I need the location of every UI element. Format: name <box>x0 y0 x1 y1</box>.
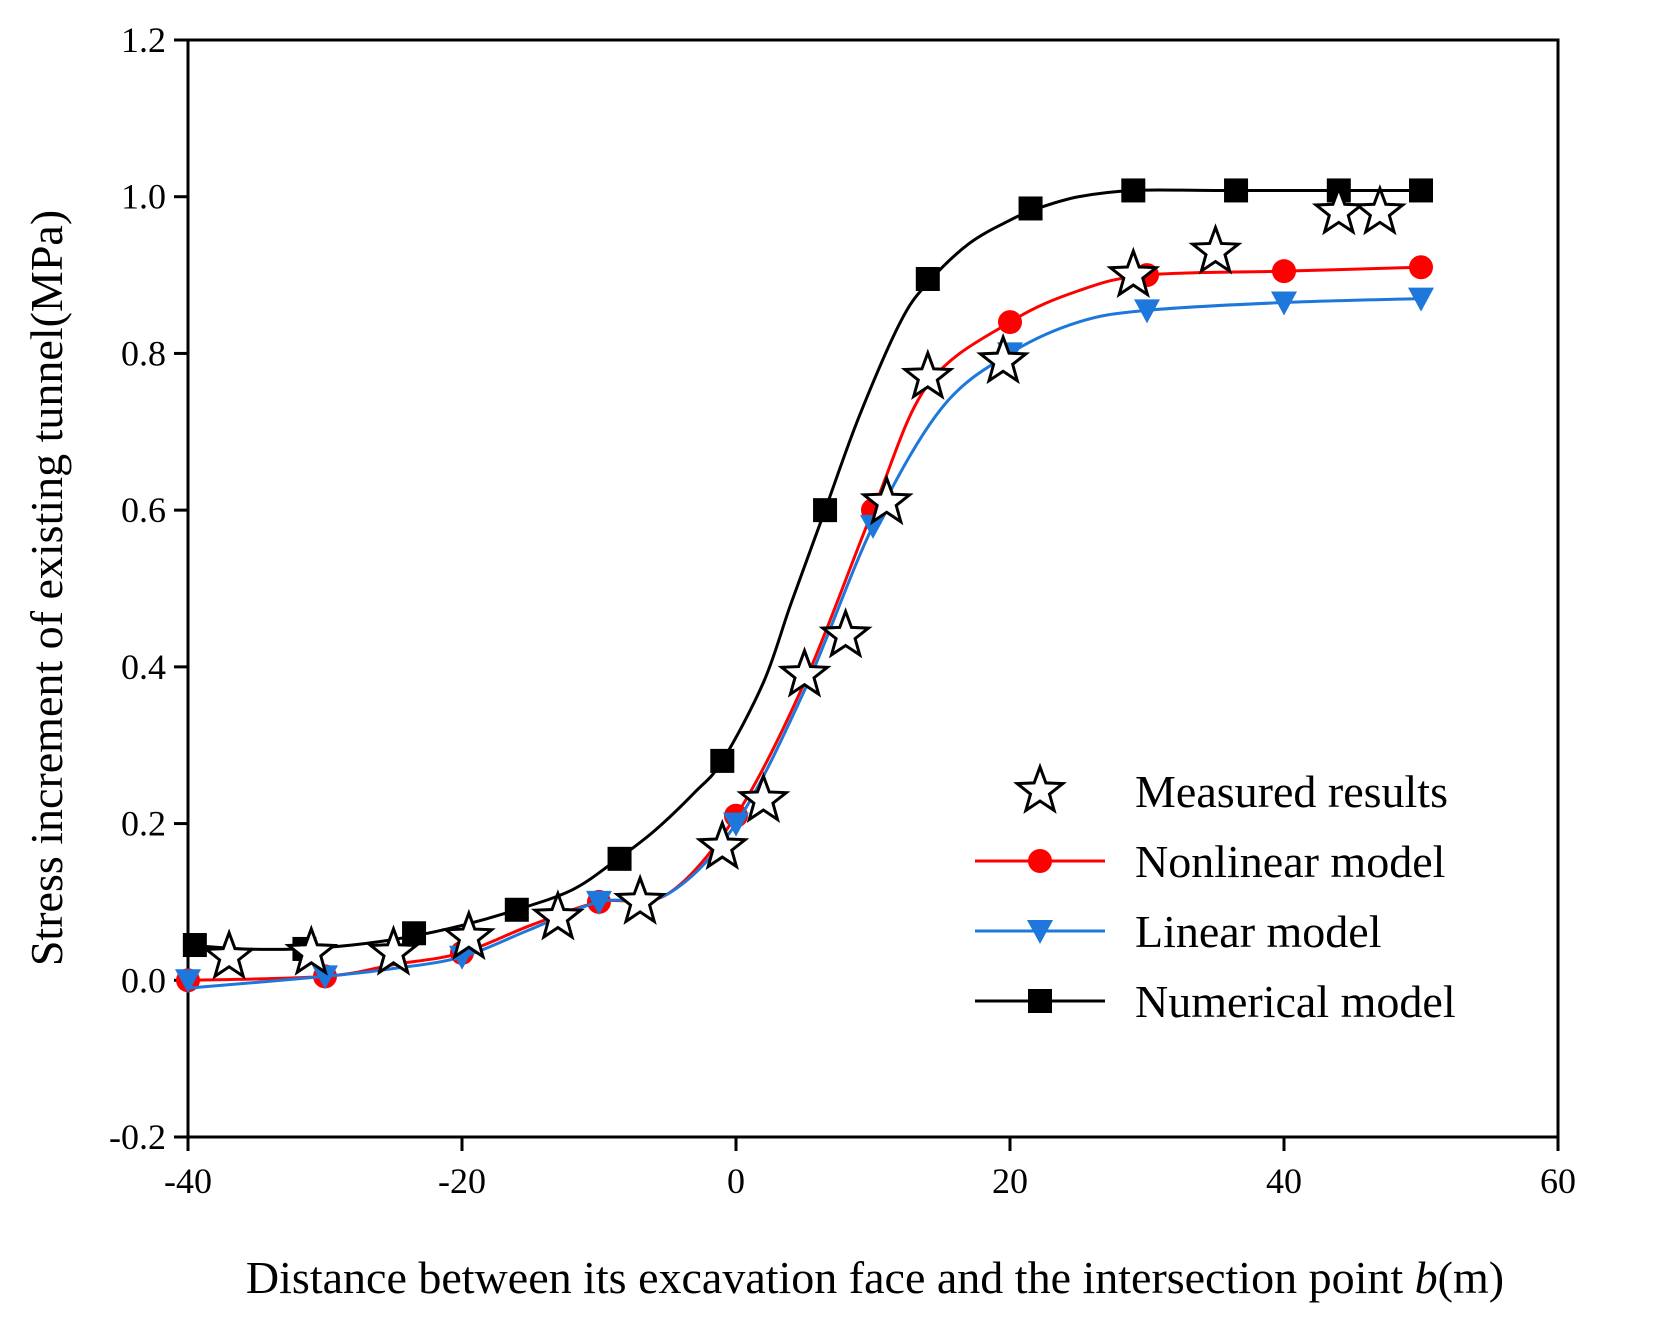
x-axis-title: Distance between its excavation face and… <box>246 1252 1504 1303</box>
x-axis-title-unit: (m) <box>1438 1252 1504 1303</box>
series-numerical-model <box>182 178 1433 961</box>
data-point <box>1121 178 1146 203</box>
legend-item: Nonlinear model <box>975 836 1445 887</box>
data-point <box>441 908 496 961</box>
x-tick-label: 20 <box>992 1161 1028 1201</box>
series-linear-model <box>175 287 1434 994</box>
y-tick-label: 0.0 <box>121 960 166 1000</box>
data-point <box>504 897 529 922</box>
data-point <box>777 646 832 698</box>
data-point <box>900 348 955 400</box>
series-line <box>187 188 1421 951</box>
y-tick-label: 1.2 <box>121 20 166 60</box>
x-axis-title-prefix: Distance between its excavation face and… <box>246 1252 1415 1303</box>
legend-label: Numerical model <box>1135 976 1456 1027</box>
data-point <box>695 818 750 870</box>
data-point <box>175 969 201 994</box>
data-point <box>1409 178 1433 203</box>
data-point <box>818 607 873 659</box>
x-tick-label: 0 <box>727 1161 745 1201</box>
x-axis: -40 -20 0 20 40 60 <box>164 1137 1576 1201</box>
data-point <box>813 498 838 523</box>
data-point <box>607 846 632 871</box>
y-tick-label: 0.8 <box>121 333 166 373</box>
data-point <box>1311 184 1366 236</box>
y-tick-label: 1.0 <box>121 177 166 217</box>
y-axis-title: Stress increment of existing tunnel(MPa) <box>21 210 72 966</box>
legend-label: Nonlinear model <box>1135 836 1445 887</box>
data-point <box>998 310 1022 335</box>
series-measured-results <box>202 184 1407 980</box>
data-point <box>366 924 421 976</box>
plot-frame <box>186 38 1560 1139</box>
x-tick-label: 40 <box>1266 1161 1302 1201</box>
data-point <box>736 771 791 823</box>
data-point <box>723 812 749 837</box>
y-tick-label: 0.2 <box>121 804 166 844</box>
data-point <box>1409 255 1433 280</box>
legend-marker <box>1013 762 1067 814</box>
x-tick-label: -20 <box>438 1161 486 1201</box>
legend-marker <box>1027 920 1053 944</box>
legend-item: Numerical model <box>975 976 1456 1027</box>
series-layer <box>175 178 1434 994</box>
data-point <box>1106 246 1161 298</box>
x-tick-label: -40 <box>164 1161 212 1201</box>
y-axis: -0.2 0.0 0.2 0.4 0.6 0.8 1.0 1.2 <box>109 20 188 1157</box>
legend-item: Linear model <box>975 906 1382 957</box>
data-point <box>1408 287 1434 312</box>
data-point <box>586 890 612 915</box>
legend-item: Measured results <box>1013 762 1448 817</box>
data-point <box>710 748 735 773</box>
data-point <box>1272 259 1296 284</box>
data-point <box>859 473 914 526</box>
data-point <box>284 924 339 976</box>
data-point <box>1134 299 1160 324</box>
legend-marker <box>1028 849 1052 873</box>
legend-label: Linear model <box>1135 906 1382 957</box>
data-point <box>1352 184 1407 236</box>
data-point <box>1271 291 1297 316</box>
y-tick-label: 0.6 <box>121 490 166 530</box>
data-point <box>1018 196 1043 221</box>
data-point <box>530 889 585 941</box>
series-line <box>187 297 1422 990</box>
x-tick-label: 60 <box>1540 1161 1576 1201</box>
data-point <box>976 332 1031 385</box>
data-point <box>1224 178 1249 203</box>
legend-label: Measured results <box>1135 766 1448 817</box>
legend: Measured results Nonlinear model Linear mo… <box>975 762 1456 1027</box>
data-point <box>613 873 668 925</box>
y-tick-label: -0.2 <box>109 1117 166 1157</box>
legend-marker <box>1028 989 1052 1013</box>
data-point <box>182 933 207 958</box>
data-point <box>915 266 940 291</box>
data-point <box>860 514 886 539</box>
data-point <box>402 921 427 946</box>
x-axis-title-variable: b <box>1415 1252 1438 1303</box>
data-point <box>312 965 338 990</box>
y-tick-label: 0.4 <box>121 647 166 687</box>
data-point <box>202 928 257 980</box>
data-point <box>1188 223 1243 275</box>
